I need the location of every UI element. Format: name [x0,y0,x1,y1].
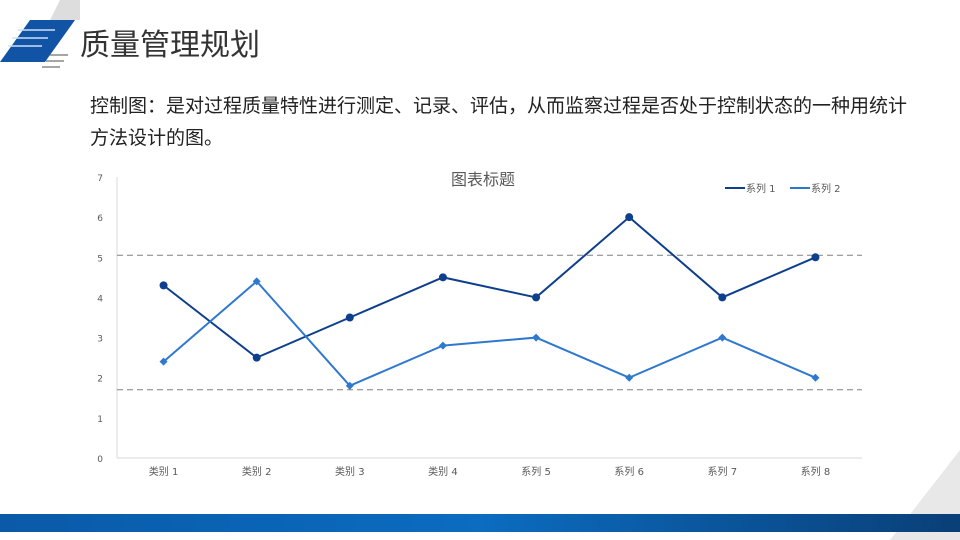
data-point [811,373,820,382]
x-tick-label: 系列 8 [801,465,831,478]
data-point [159,281,168,290]
y-tick-label: 0 [97,455,103,465]
data-point [252,277,261,286]
page-title: 质量管理规划 [80,28,260,63]
x-tick-label: 类别 3 [335,465,365,478]
y-tick-label: 1 [97,415,103,425]
data-point [718,293,727,302]
data-point [532,293,541,302]
series-line [162,279,816,387]
y-tick-label: 7 [97,174,103,184]
y-tick-label: 6 [97,214,103,224]
data-point [345,381,354,390]
x-tick-label: 类别 4 [428,465,458,478]
data-point [345,313,354,322]
series-line [162,215,816,359]
y-tick-label: 5 [97,254,103,264]
footer-bar [0,514,960,532]
description-text: 控制图：是对过程质量特性进行测定、记录、评估，从而监察过程是否处于控制状态的一种… [90,95,908,149]
x-tick-label: 系列 7 [708,465,738,478]
control-chart: 0 1 2 3 4 5 6 7 类别 1 类别 2 类别 3 类别 4 系列 5 系列 6 系列 7 系列 8… [97,170,862,478]
data-point [718,333,727,342]
data-point [532,333,541,342]
x-tick-label: 类别 1 [149,465,179,478]
logo-decoration [0,0,80,68]
legend-label: 系列 1 [746,182,776,195]
data-point [625,373,634,382]
data-point [625,213,634,222]
data-point [438,273,447,282]
data-point [159,357,168,366]
x-tick-label: 类别 2 [242,465,272,478]
data-point [811,253,820,262]
chart-title: 图表标题 [451,170,515,189]
data-point [252,353,261,362]
legend-label: 系列 2 [811,182,841,195]
x-tick-label: 系列 6 [614,465,644,478]
data-point [438,341,447,350]
y-tick-label: 2 [97,375,103,385]
x-tick-label: 系列 5 [521,465,551,478]
y-tick-label: 4 [97,294,103,304]
y-tick-label: 3 [97,335,103,345]
